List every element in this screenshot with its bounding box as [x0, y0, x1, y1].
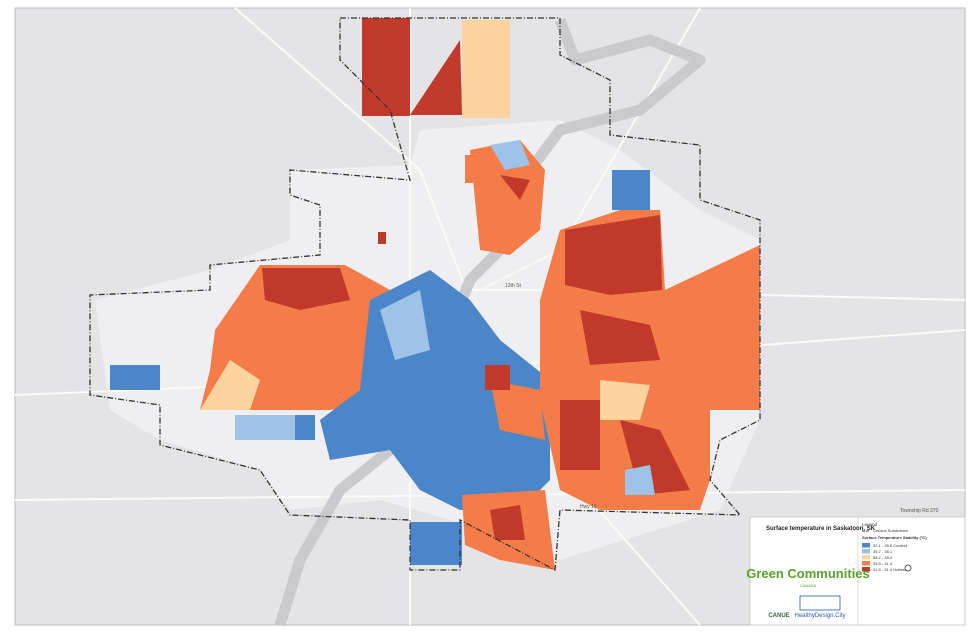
zone: [362, 18, 410, 116]
legend-heading: Legend: [862, 522, 878, 527]
zone: [262, 268, 350, 310]
zone: [378, 232, 386, 244]
legend-swatch: [862, 567, 870, 572]
zone: [500, 175, 530, 200]
zone: [600, 380, 650, 420]
zone: [580, 310, 660, 365]
logo-hdc: HealthyDesign.City: [794, 613, 845, 619]
legend-swatch: [862, 549, 870, 554]
zone: [295, 415, 315, 440]
zone: [490, 140, 530, 170]
logo-green-sub: CANADA: [800, 583, 817, 588]
north-arrow: [904, 564, 912, 572]
logo-hdc-icon: [799, 595, 841, 611]
legend-subheading: Surface Temperature Stability (°C): [862, 535, 927, 540]
zone: [465, 155, 473, 183]
road-label: 12th St: [505, 283, 521, 289]
legend-swatch: [862, 543, 870, 548]
logo-green: Green Communities: [746, 566, 870, 581]
zone: [490, 380, 545, 440]
legend-label: 39.5 - 41.4: [873, 561, 893, 566]
zone: [612, 170, 650, 210]
legend-label: 38.2 - 39.4: [873, 555, 893, 560]
zones: [110, 18, 760, 570]
river: [274, 18, 706, 627]
zone: [380, 290, 430, 360]
zone: [200, 360, 260, 410]
zone: [625, 465, 655, 495]
zone: [470, 140, 545, 255]
map-title: Surface temperature in Saskatoon, SK: [766, 526, 876, 532]
zone: [565, 215, 662, 295]
logo-canue: CANUE: [768, 613, 789, 619]
zone: [485, 365, 510, 390]
zone: [200, 265, 410, 410]
legend-label: 41.5 - 51.4 Hottest: [873, 567, 907, 572]
legend-label: 32.1 - 35.6 Coolest: [873, 543, 908, 548]
road-label: Township Rd 370: [900, 508, 939, 514]
zone: [410, 40, 462, 115]
zone: [320, 270, 550, 510]
zone: [560, 400, 600, 470]
legend-swatch: [862, 555, 870, 560]
zone: [490, 505, 525, 540]
legend-boundary: Census Subdivision: [873, 528, 908, 533]
zone: [110, 365, 160, 390]
legend-label: 35.7 - 38.1: [873, 549, 893, 554]
zone: [462, 20, 510, 118]
road-label: Hwy 16: [580, 504, 597, 510]
zone: [410, 522, 462, 565]
city-boundary: [89, 17, 761, 572]
legend-swatch: [862, 561, 870, 566]
